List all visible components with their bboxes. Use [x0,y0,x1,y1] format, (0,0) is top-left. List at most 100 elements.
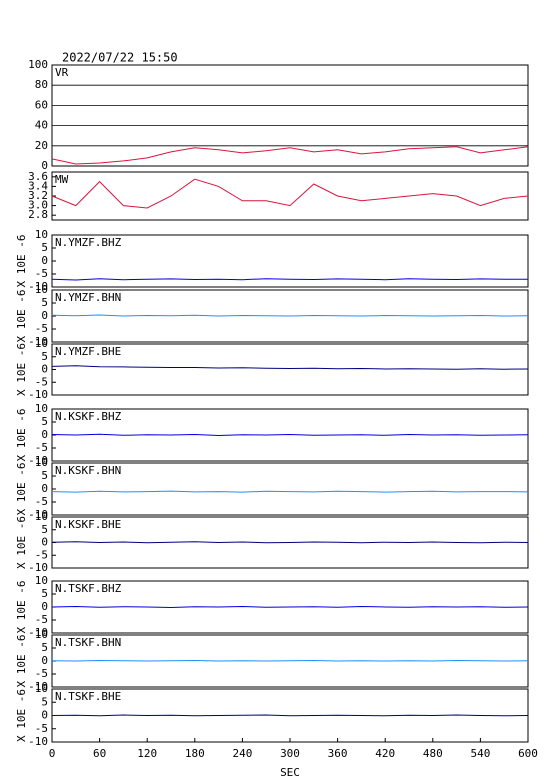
y-tick-label: 10 [35,456,48,469]
trace [51,714,529,717]
y-tick-label: -10 [28,454,48,467]
trace [51,433,529,437]
panel-label: N.YMZF.BHE [55,345,121,358]
y-tick-label: -10 [28,561,48,574]
y-tick-label: 20 [35,139,48,152]
trace [51,178,529,209]
y-tick-label: 0 [41,600,48,613]
y-tick-label: 2.8 [28,208,48,221]
y-tick-label: -10 [28,388,48,401]
x-tick-label: 0 [49,747,56,760]
y-tick-label: 0 [41,709,48,722]
panel-label: N.TSKF.BHE [55,690,121,703]
x-tick-label: 600 [518,747,538,760]
y-tick-label: -10 [28,335,48,348]
panel-label: N.TSKF.BHZ [55,582,122,595]
y-axis-label: X 10E -6 [15,290,28,343]
y-tick-label: 5 [41,587,48,600]
trace [51,278,528,281]
y-tick-label: 0 [41,159,48,172]
trace [51,659,529,662]
y-tick-label: 5 [41,469,48,482]
y-axis-label: X 10E -6 [15,235,28,288]
y-tick-label: 5 [41,695,48,708]
y-tick-label: 10 [35,574,48,587]
y-tick-label: 0 [41,428,48,441]
y-tick-label: 5 [41,641,48,654]
y-tick-label: 80 [35,78,48,91]
y-axis-label: X 10E -6 [15,516,28,569]
y-axis-label: X 10E -6 [15,343,28,396]
y-tick-label: 10 [35,628,48,641]
panel-frame [51,64,529,167]
panel-label: N.KSKF.BHN [55,464,121,477]
page-title: 2022/07/22 15:50 [62,51,178,65]
y-tick-label: 5 [41,296,48,309]
y-tick-label: 0 [41,482,48,495]
y-tick-label: 100 [28,58,48,71]
y-tick-label: 10 [35,283,48,296]
y-axis-label: X 10E -6 [15,463,28,516]
y-tick-label: -5 [35,613,48,626]
y-axis-label: X 10E -6 [15,635,28,688]
y-tick-label: -10 [28,508,48,521]
panel-label: N.YMZF.BHZ [55,236,122,249]
y-tick-label: 0 [41,654,48,667]
y-tick-label: -10 [28,735,48,748]
panel-label: N.YMZF.BHN [55,291,121,304]
y-tick-label: 10 [35,337,48,350]
y-tick-label: -5 [35,548,48,561]
y-axis-label: X 10E -6 [15,581,28,634]
y-axis-label: X 10E -6 [15,409,28,462]
trace [51,146,529,165]
y-tick-label: 0 [41,536,48,549]
y-tick-label: -5 [35,322,48,335]
y-axis-label: X 10E -6 [15,689,28,742]
x-tick-label: 480 [423,747,443,760]
x-tick-label: 180 [185,747,205,760]
x-tick-label: 300 [280,747,300,760]
x-tick-label: 540 [470,747,490,760]
y-tick-label: 5 [41,350,48,363]
x-axis-label: SEC [280,766,300,779]
y-tick-label: -10 [28,280,48,293]
y-tick-label: 10 [35,402,48,415]
y-tick-label: 10 [35,228,48,241]
y-tick-label: -5 [35,375,48,388]
x-tick-label: 120 [137,747,157,760]
panel-label: N.KSKF.BHE [55,518,121,531]
y-tick-label: 3.6 [28,170,48,183]
x-tick-label: 420 [375,747,395,760]
x-tick-label: 240 [232,747,252,760]
panel-frame [51,462,529,516]
y-tick-label: 3.4 [28,179,48,192]
trace [51,490,529,493]
y-tick-label: 40 [35,119,48,132]
y-tick-label: 5 [41,241,48,254]
y-tick-label: -5 [35,722,48,735]
trace [51,541,529,544]
y-tick-label: -5 [35,495,48,508]
y-tick-label: 5 [41,415,48,428]
trace [51,314,529,317]
y-tick-label: 3.2 [28,189,48,202]
panel-label: VR [55,66,69,79]
y-tick-label: 60 [35,98,48,111]
trace [51,605,529,609]
y-tick-label: -5 [35,441,48,454]
trace [51,365,529,370]
panel-label: N.KSKF.BHZ [55,410,122,423]
y-tick-label: -10 [28,680,48,693]
y-tick-label: 0 [41,309,48,322]
y-tick-label: 0 [41,363,48,376]
y-tick-label: 0 [41,254,48,267]
y-tick-label: 10 [35,510,48,523]
x-tick-label: 60 [93,747,106,760]
y-tick-label: 3.0 [28,199,48,212]
y-tick-label: -5 [35,667,48,680]
y-tick-label: 5 [41,523,48,536]
y-tick-label: -5 [35,267,48,280]
y-tick-label: 10 [35,682,48,695]
panel-label: MW [55,173,69,186]
